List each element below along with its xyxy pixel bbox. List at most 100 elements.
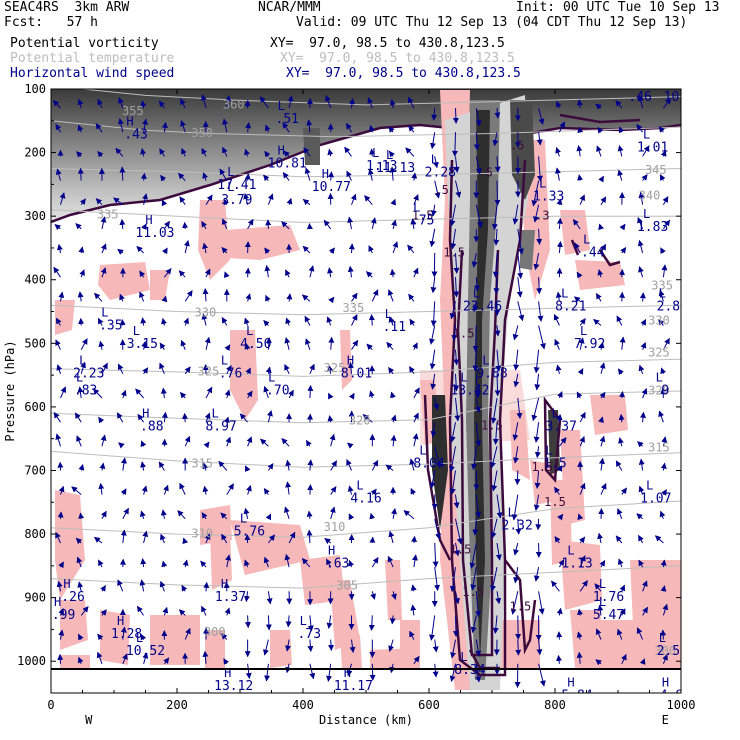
isentrope-line: [77, 89, 681, 106]
wind-vector: [576, 271, 583, 279]
wind-vector: [307, 459, 314, 471]
wind-vector: [78, 464, 85, 471]
wind-vector: [118, 97, 124, 109]
wind-vector: [576, 99, 583, 109]
wind-vector: [141, 485, 148, 495]
wind-vector: [99, 462, 106, 471]
wind-vector: [493, 228, 500, 246]
wind-vector: [285, 317, 292, 326]
wind-vector: [660, 150, 667, 157]
wind-vector: [492, 422, 499, 445]
wind-vector: [558, 559, 565, 568]
wind-vector: [512, 325, 519, 341]
wind-vector: [579, 580, 588, 592]
wind-vector: [449, 663, 456, 682]
wind-vector: [455, 518, 463, 545]
wind-vector: [58, 561, 65, 569]
isentrope-label: 335: [651, 279, 673, 293]
wind-vector: [118, 442, 125, 449]
wind-vector: [80, 338, 88, 350]
wind-vector: [662, 219, 671, 230]
wind-vector: [75, 537, 83, 545]
wind-vector: [204, 412, 211, 423]
wind-vector: [598, 416, 604, 424]
isentrope-line: [51, 168, 681, 178]
wind-vector: [531, 397, 540, 422]
isentrope-label: 300: [654, 644, 676, 658]
speed-extremum-value: 4.50: [240, 337, 271, 352]
wind-vector: [432, 663, 439, 678]
speed-extremum-value: 13.42: [450, 384, 489, 399]
wind-vector: [281, 221, 290, 230]
wind-vector: [409, 630, 415, 640]
speed-extremum-value: 8.01: [341, 366, 372, 381]
wind-vector: [57, 653, 64, 664]
wind-vector: [572, 219, 581, 230]
wind-vector: [309, 663, 316, 680]
wind-vector: [577, 608, 584, 616]
wind-vector: [100, 267, 107, 278]
wind-vector: [638, 485, 645, 495]
speed-extremum-value: 7.92: [574, 337, 605, 352]
wind-vector: [576, 651, 583, 664]
wind-vector: [139, 510, 146, 519]
wind-vector: [434, 446, 442, 469]
wind-vector: [284, 364, 290, 375]
wind-vector: [80, 606, 89, 616]
wind-vector: [365, 271, 373, 278]
wind-vector: [513, 542, 520, 556]
wind-vector: [410, 218, 417, 229]
wind-vector: [161, 247, 168, 255]
wind-vector: [163, 657, 170, 665]
wind-vector: [558, 121, 566, 133]
speed-extremum-kind: H: [630, 77, 637, 91]
wind-vector: [513, 567, 520, 584]
wind-vector: [287, 95, 294, 109]
wind-vector: [326, 663, 333, 682]
wind-vector: [555, 291, 562, 302]
speed-extremum-value: 1.01: [637, 141, 668, 156]
speed-extremum-value: 2.32: [502, 518, 533, 533]
wind-vector: [556, 413, 563, 423]
wind-vector: [600, 483, 607, 495]
pv-label: 1.5: [462, 585, 484, 599]
wind-vector: [513, 349, 520, 371]
wind-vector: [579, 318, 586, 326]
wind-vector: [598, 457, 605, 471]
wind-vector: [660, 247, 666, 254]
wind-vector: [284, 506, 290, 519]
wind-vector: [77, 581, 84, 592]
wind-vector: [555, 147, 561, 157]
isentrope-line: [51, 120, 681, 138]
wind-vector: [178, 172, 186, 181]
wind-vector: [265, 294, 271, 302]
speed-extremum-kind: L: [561, 287, 568, 301]
speed-extremum-kind: H: [347, 353, 354, 367]
wind-vector: [578, 337, 585, 350]
wind-vector: [53, 411, 61, 423]
wind-vector: [513, 373, 520, 388]
speed-extremum-kind: H: [126, 114, 133, 128]
wind-vector: [618, 413, 625, 423]
speed-extremum-value: .73: [298, 627, 321, 642]
speed-extremum-value: 3.15: [127, 337, 158, 352]
wind-vector: [429, 132, 436, 150]
wind-vector: [245, 663, 252, 679]
wind-vector: [244, 148, 250, 157]
plot-area: 360 350 345 335 330 325 320 315 310 305 355 340 335 3…: [51, 77, 681, 693]
isentrope-label: 360: [223, 97, 245, 111]
isentrope-label: 340: [639, 188, 661, 202]
wind-vector: [239, 413, 248, 423]
wind-vector: [388, 126, 395, 133]
wind-vector: [113, 197, 124, 206]
wind-vector: [226, 364, 232, 375]
wind-vector: [388, 367, 395, 375]
wind-vector: [100, 609, 107, 616]
speed-extremum-value: 1.33: [533, 190, 564, 205]
wind-vector: [78, 512, 85, 519]
wind-vector: [77, 98, 84, 109]
wind-vector: [116, 412, 124, 423]
wind-vector: [55, 168, 62, 181]
speed-extremum-kind: L: [386, 148, 393, 162]
wind-vector: [77, 633, 84, 641]
